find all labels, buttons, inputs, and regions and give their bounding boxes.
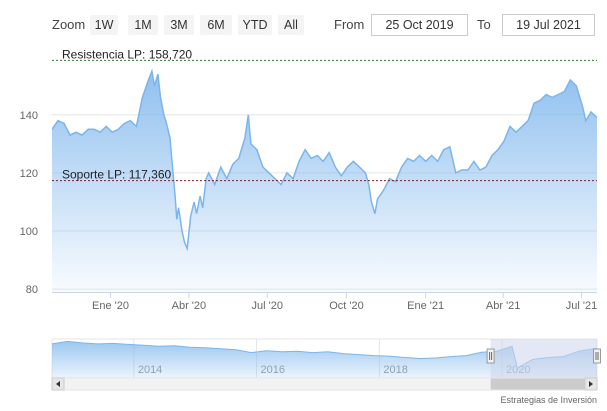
zoom-1m-button[interactable]: 1M — [128, 15, 158, 35]
x-tick-label: Ene '21 — [407, 300, 444, 312]
zoom-1w-button[interactable]: 1W — [90, 15, 118, 35]
chevron-left-icon — [56, 381, 60, 387]
chevron-right-icon — [589, 381, 593, 387]
zoom-label: Zoom — [52, 17, 86, 32]
zoom-3m-button[interactable]: 3M — [164, 15, 194, 35]
support-label: Soporte LP: 117,360 — [62, 168, 172, 182]
x-tick-label: Abr '21 — [486, 300, 521, 312]
to-label: To — [477, 17, 491, 32]
price-line — [52, 68, 597, 252]
x-tick-label: Ene '20 — [92, 300, 129, 312]
x-tick-label: Oct '20 — [329, 300, 364, 312]
from-date-input[interactable]: 25 Oct 2019 — [371, 14, 468, 36]
plot-lines: Resistencia LP: 158,720 Soporte LP: 117,3… — [52, 47, 597, 182]
scroll-left-button[interactable] — [51, 377, 65, 391]
navigator-left-handle[interactable] — [486, 348, 495, 364]
from-label: From — [334, 17, 365, 32]
to-date-input[interactable]: 19 Jul 2021 — [502, 14, 595, 36]
range-selector: Zoom 1W 1M 3M 6M YTD All From 25 Oct 201… — [0, 0, 607, 50]
y-tick-label: 120 — [20, 168, 38, 180]
zoom-ytd-button[interactable]: YTD — [238, 15, 272, 35]
y-tick-label: 80 — [26, 284, 38, 296]
zoom-all-button[interactable]: All — [278, 15, 304, 35]
resistance-label: Resistencia LP: 158,720 — [62, 47, 192, 61]
navigator-selection[interactable] — [490, 339, 597, 378]
navigator[interactable]: 2014201620182020 — [51, 338, 601, 379]
scrollbar[interactable] — [51, 377, 598, 391]
price-area — [52, 71, 597, 292]
x-tick-label: Jul '20 — [252, 300, 283, 312]
y-tick-label: 140 — [20, 110, 38, 122]
y-axis: 80 100 120 140 — [20, 110, 38, 296]
navigator-area — [52, 341, 597, 378]
scroll-right-button[interactable] — [584, 377, 598, 391]
x-axis: Ene '20 Abr '20 Jul '20 Oct '20 Ene '21 Abr '… — [52, 292, 597, 312]
x-tick-label: Abr '20 — [172, 300, 207, 312]
x-tick-label: Jul '21 — [566, 300, 597, 312]
navigator-right-handle[interactable] — [593, 348, 601, 364]
scrollbar-thumb[interactable] — [490, 378, 585, 390]
y-tick-label: 100 — [20, 226, 38, 238]
chart-credit: Estrategias de Inversión — [500, 395, 597, 405]
zoom-6m-button[interactable]: 6M — [200, 15, 232, 35]
